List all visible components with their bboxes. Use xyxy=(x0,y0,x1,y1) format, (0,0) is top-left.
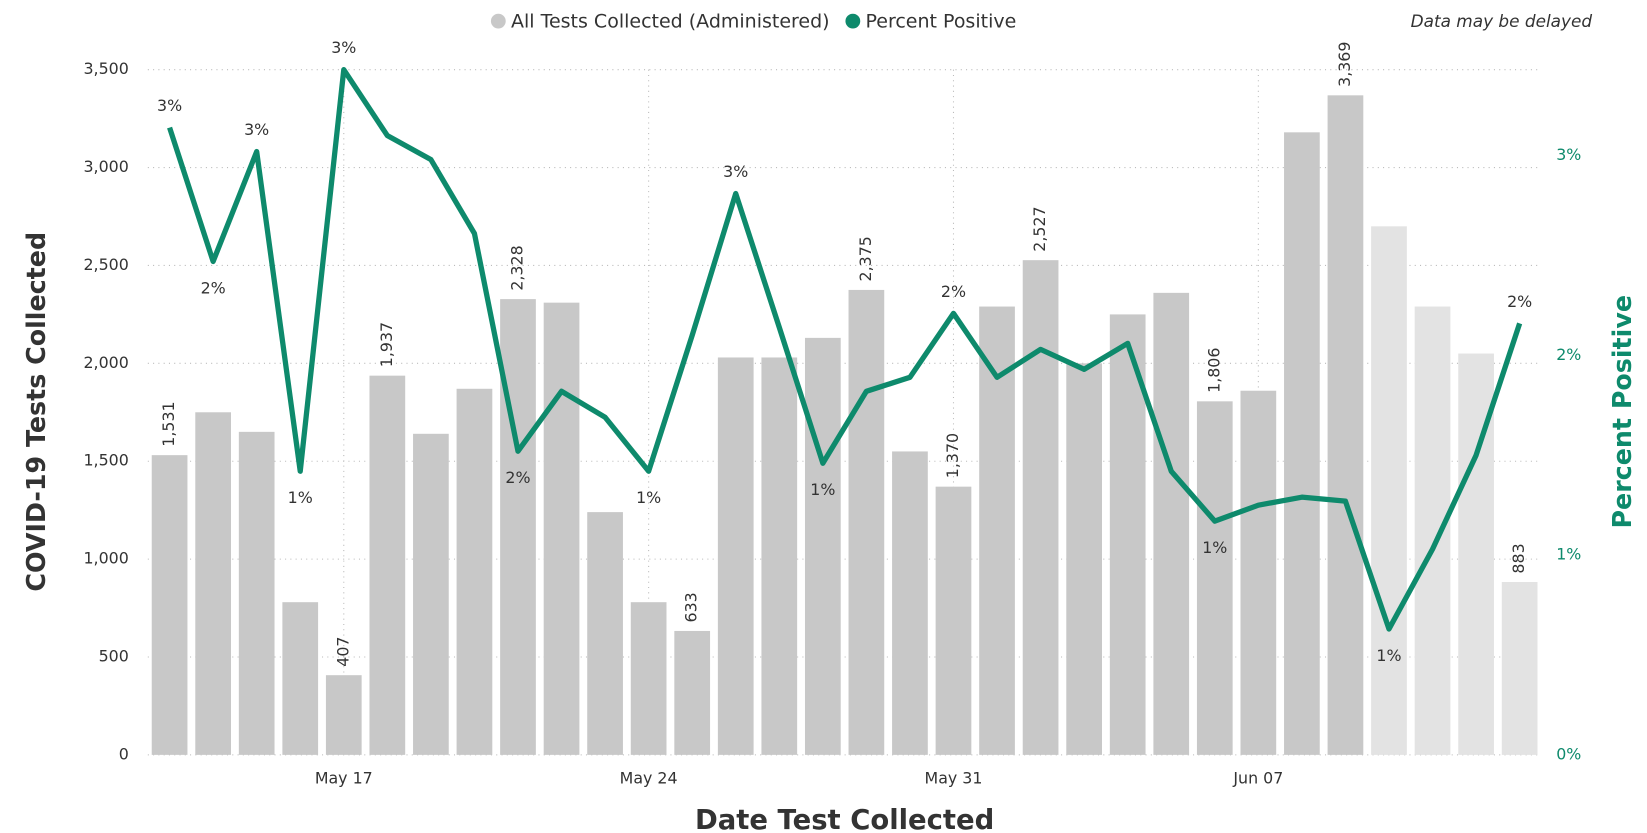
bar xyxy=(238,431,275,755)
y-tick-label: 1,500 xyxy=(83,451,128,470)
y-axis-title: COVID-19 Tests Collected xyxy=(21,232,51,592)
line-value-label: 2% xyxy=(505,468,530,487)
x-tick-label: May 17 xyxy=(315,769,373,788)
y2-tick-label: 0% xyxy=(1556,744,1581,763)
line-value-label: 2% xyxy=(1507,292,1532,311)
y-tick-label: 2,500 xyxy=(83,255,128,274)
bar-value-label: 2,527 xyxy=(1030,206,1049,251)
bar xyxy=(630,602,667,755)
x-tick-label: May 31 xyxy=(925,769,983,788)
note: Data may be delayed xyxy=(1411,11,1593,31)
y2-tick-label: 2% xyxy=(1556,345,1581,364)
bar xyxy=(761,357,798,755)
bar-value-label: 1,937 xyxy=(377,322,396,367)
bar xyxy=(413,433,449,755)
bar xyxy=(543,302,580,755)
line-value-label: 3% xyxy=(244,120,269,139)
bar xyxy=(848,289,885,755)
bar xyxy=(1196,401,1233,755)
bar xyxy=(1501,582,1538,755)
y-tick-label: 2,000 xyxy=(83,353,128,372)
bar xyxy=(935,486,972,755)
y2-tick-label: 3% xyxy=(1556,145,1581,164)
line xyxy=(167,67,1523,632)
bar-value-label: 2,375 xyxy=(856,236,875,281)
bar xyxy=(1414,306,1451,755)
x-tick-label: Jun 07 xyxy=(1232,769,1283,788)
bar xyxy=(1284,132,1320,755)
bar xyxy=(151,455,188,755)
y-tick-label: 500 xyxy=(99,646,129,665)
x-axis-title: Date Test Collected xyxy=(695,805,994,833)
x-tick-label: May 24 xyxy=(620,769,678,788)
bar xyxy=(282,602,319,755)
y-tick-label: 3,000 xyxy=(83,157,128,176)
line-value-label: 1% xyxy=(288,488,313,507)
line-value-label: 1% xyxy=(1202,538,1227,557)
y2-axis-title: Percent Positive xyxy=(1607,295,1637,529)
bar-value-label: 1,531 xyxy=(159,401,178,446)
bar xyxy=(892,451,928,755)
bar xyxy=(500,299,536,755)
bar-value-label: 633 xyxy=(682,592,701,622)
bar xyxy=(325,675,362,755)
bar xyxy=(369,375,406,755)
legend-marker xyxy=(490,13,506,29)
line-value-label: 1% xyxy=(636,488,661,507)
bar-value-label: 3,369 xyxy=(1335,42,1354,87)
bar xyxy=(456,388,493,755)
bar xyxy=(979,306,1015,755)
y2-tick-label: 1% xyxy=(1556,545,1581,564)
legend-label: Percent Positive xyxy=(866,11,1017,33)
line-value-label: 2% xyxy=(941,282,966,301)
line-value-label: 3% xyxy=(331,38,356,57)
bar xyxy=(804,337,841,755)
bar-value-label: 1,370 xyxy=(943,433,962,478)
y-tick-label: 3,500 xyxy=(83,59,128,78)
bar-value-label: 407 xyxy=(333,637,352,667)
legend-marker xyxy=(845,13,861,29)
bar xyxy=(717,357,754,755)
line-value-label: 3% xyxy=(723,162,748,181)
bar xyxy=(1240,390,1277,755)
bar-value-label: 883 xyxy=(1509,543,1528,573)
y-tick-label: 1,000 xyxy=(83,549,128,568)
bar-value-label: 1,806 xyxy=(1204,348,1223,393)
bar xyxy=(587,512,623,755)
bar xyxy=(1327,95,1364,755)
bar xyxy=(1371,226,1407,755)
legend-label: All Tests Collected (Administered) xyxy=(511,11,830,33)
bar xyxy=(1022,260,1059,755)
y-tick-label: 0 xyxy=(119,744,129,763)
line-value-label: 1% xyxy=(1376,646,1401,665)
bar xyxy=(674,630,711,755)
bar xyxy=(1109,314,1146,755)
line-value-label: 2% xyxy=(201,278,226,297)
bar xyxy=(195,412,231,755)
line-value-label: 1% xyxy=(810,480,835,499)
line-value-label: 3% xyxy=(157,96,182,115)
bar-value-label: 2,328 xyxy=(507,245,526,290)
bar xyxy=(1066,363,1102,755)
bar xyxy=(1153,292,1190,755)
